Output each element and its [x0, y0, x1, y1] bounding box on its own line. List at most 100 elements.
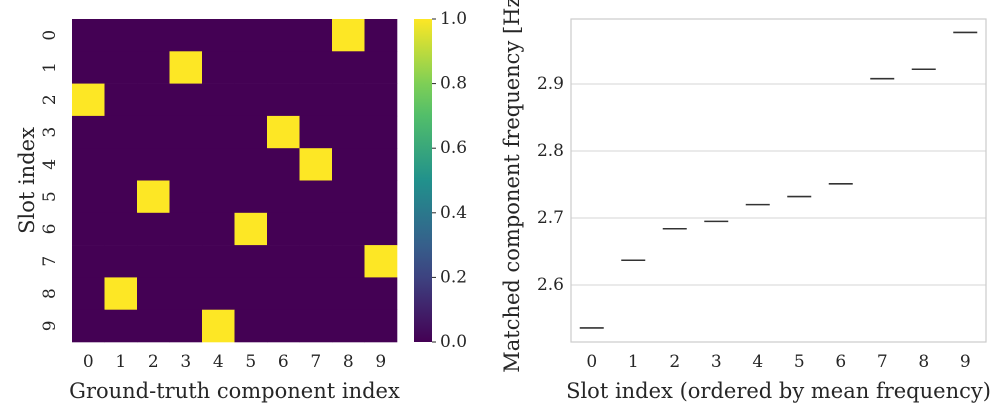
heatmap-cell	[137, 180, 170, 214]
x-tick-label: 9	[375, 352, 386, 372]
heatmap-cell	[137, 212, 170, 246]
heatmap-cell	[267, 19, 300, 52]
heatmap-cell	[267, 212, 300, 246]
heatmap-cell	[234, 245, 268, 278]
y-tick-label: 7	[40, 256, 60, 267]
heatmap-cell	[169, 180, 203, 214]
x-tick-label: 5	[245, 352, 256, 372]
y-tick-label: 0	[40, 30, 60, 41]
y-tick-label: 6	[40, 224, 60, 235]
heatmap-cell	[72, 83, 105, 117]
heatmap-cell	[332, 277, 365, 310]
x-tick-label: 6	[278, 352, 289, 372]
x-tick-label: 3	[180, 352, 191, 372]
heatmap-cell	[364, 19, 398, 52]
frequency-x-axis-label: Slot index (ordered by mean frequency)	[566, 379, 991, 403]
heatmap-cell	[169, 212, 203, 246]
colorbar-tick-label: 0.4	[440, 203, 467, 223]
heatmap-cell	[364, 277, 398, 310]
x-tick-label: 3	[711, 352, 722, 372]
y-tick-label: 2.9	[537, 74, 564, 94]
heatmap-cell	[364, 309, 398, 343]
heatmap-cell	[137, 148, 170, 181]
x-tick-label: 2	[148, 352, 159, 372]
y-tick-label: 1	[40, 62, 60, 73]
heatmap-cell	[104, 277, 138, 310]
heatmap-cell	[332, 115, 365, 149]
heatmap-cell	[104, 51, 138, 84]
heatmap-x-axis-label: Ground-truth component index	[69, 379, 400, 403]
heatmap-cell	[202, 148, 235, 181]
heatmap-cell	[234, 148, 268, 181]
heatmap-cell	[299, 277, 333, 310]
heatmap-cell	[299, 148, 333, 181]
heatmap-cell	[169, 19, 203, 52]
heatmap-cell	[234, 180, 268, 214]
heatmap-cell	[299, 212, 333, 246]
colorbar-gradient	[414, 19, 432, 342]
heatmap-cell	[364, 83, 398, 117]
heatmap-cell	[267, 83, 300, 117]
heatmap-cell	[202, 180, 235, 214]
heatmap-cell	[137, 245, 170, 278]
heatmap-cell	[267, 115, 300, 149]
heatmap-cell	[267, 309, 300, 343]
heatmap-cell	[137, 309, 170, 343]
heatmap-y-axis-label: Slot index	[15, 127, 39, 234]
heatmap-cell	[202, 245, 235, 278]
y-tick-label: 2.6	[537, 275, 564, 295]
x-tick-label: 7	[310, 352, 321, 372]
y-tick-label: 8	[40, 288, 60, 299]
heatmap-cell	[267, 277, 300, 310]
heatmap-cell	[332, 148, 365, 181]
heatmap-cell	[72, 245, 105, 278]
heatmap-cell	[202, 19, 235, 52]
heatmap-cell	[234, 51, 268, 84]
heatmap-cell	[72, 19, 105, 52]
heatmap-cell	[169, 51, 203, 84]
colorbar-tick-label: 1.0	[440, 9, 467, 29]
x-tick-label: 0	[83, 352, 94, 372]
x-tick-label: 5	[794, 352, 805, 372]
heatmap-cell	[364, 180, 398, 214]
heatmap-cell	[104, 245, 138, 278]
heatmap-cell	[104, 115, 138, 149]
frequency-y-axis-label: Matched component frequency [Hz]	[500, 0, 524, 373]
x-tick-label: 0	[586, 352, 597, 372]
heatmap-cell	[72, 180, 105, 214]
heatmap-cell	[332, 245, 365, 278]
heatmap-cell	[234, 83, 268, 117]
colorbar-tick-label: 0.2	[440, 267, 467, 287]
y-tick-label: 5	[40, 191, 60, 202]
heatmap-cell	[104, 180, 138, 214]
heatmap-cell	[234, 277, 268, 310]
heatmap-cell	[234, 115, 268, 149]
heatmap-cell	[169, 115, 203, 149]
heatmap-cell	[267, 180, 300, 214]
heatmap-cell	[104, 309, 138, 343]
x-tick-label: 1	[628, 352, 639, 372]
heatmap-cell	[169, 148, 203, 181]
heatmap-cell	[169, 245, 203, 278]
heatmap-cell	[332, 309, 365, 343]
y-tick-label: 4	[40, 159, 60, 170]
heatmap-cell	[72, 51, 105, 84]
heatmap-chart: 0 1 2 3 4 5 6 7 8 9 0 1 2 3 4 5 6 7 8 9 Ground-truth compone…	[15, 19, 400, 403]
frequency-chart: 2.6 2.7 2.8 2.9 0 1 2 3 4 5 6 7 8 9 Slot index (ordere…	[500, 0, 991, 403]
heatmap-cell	[104, 148, 138, 181]
x-tick-label: 6	[835, 352, 846, 372]
heatmap-cell	[299, 245, 333, 278]
heatmap-cell	[72, 148, 105, 181]
y-tick-label: 2.7	[537, 208, 564, 228]
heatmap-cell	[364, 115, 398, 149]
x-tick-label: 4	[752, 352, 763, 372]
heatmap-cell	[202, 51, 235, 84]
heatmap-cell	[332, 212, 365, 246]
colorbar-tick-label: 0.6	[440, 138, 467, 158]
heatmap-cell	[137, 51, 170, 84]
x-tick-label: 7	[877, 352, 888, 372]
heatmap-cell	[137, 115, 170, 149]
plot-frame	[570, 18, 987, 343]
x-tick-label: 8	[918, 352, 929, 372]
